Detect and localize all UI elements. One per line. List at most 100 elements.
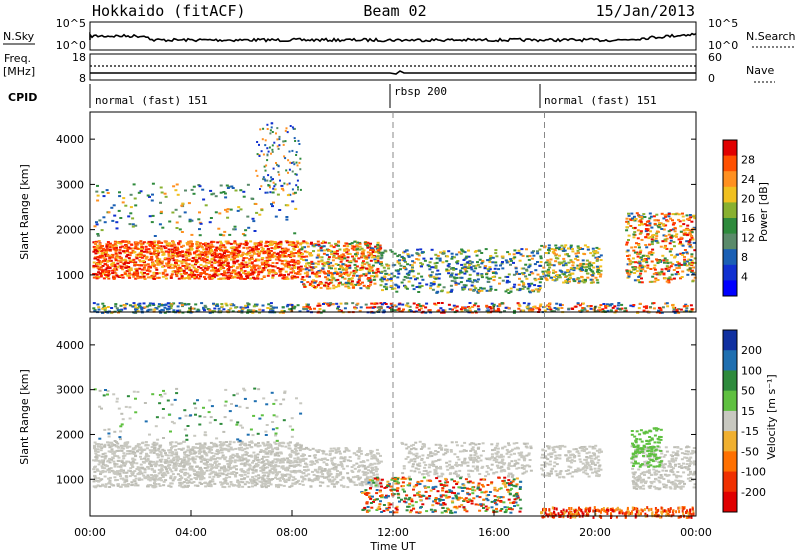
scatter-cell — [372, 278, 376, 281]
scatter-cell — [138, 267, 142, 270]
scatter-cell — [362, 284, 366, 287]
scatter-cell — [98, 219, 102, 222]
scatter-cell — [125, 443, 129, 446]
scatter-cell — [253, 303, 257, 306]
scatter-cell — [293, 272, 297, 275]
scatter-cell — [271, 269, 275, 272]
scatter-cell — [247, 486, 251, 488]
scatter-cell — [289, 475, 293, 478]
scatter-cell — [133, 470, 137, 473]
scatter-cell — [238, 244, 242, 247]
scatter-cell — [404, 285, 407, 288]
scatter-cell — [132, 447, 135, 450]
scatter-cell — [155, 258, 159, 261]
scatter-cell — [181, 258, 185, 261]
scatter-cell — [180, 262, 184, 265]
scatter-cell — [642, 305, 646, 308]
scatter-cell — [689, 304, 693, 307]
scatter-cell — [277, 241, 281, 244]
scatter-cell — [650, 260, 654, 263]
scatter-cell — [343, 249, 347, 252]
scatter-cell — [411, 266, 414, 269]
scatter-cell — [347, 277, 351, 280]
scatter-cell — [293, 137, 296, 140]
scatter-cell — [350, 247, 354, 250]
scatter-cell — [229, 307, 233, 310]
scatter-cell — [221, 447, 224, 450]
scatter-cell — [289, 268, 293, 271]
scatter-cell — [369, 283, 372, 286]
scatter-cell — [293, 266, 297, 268]
scatter-cell — [146, 242, 150, 245]
scatter-cell — [664, 267, 668, 270]
scatter-cell — [187, 254, 191, 257]
scatter-cell — [144, 248, 148, 251]
scatter-cell — [542, 272, 546, 275]
scatter-cell — [449, 274, 453, 277]
scatter-cell — [571, 248, 574, 250]
scatter-cell — [270, 203, 273, 206]
scatter-cell — [679, 263, 683, 266]
scatter-cell — [279, 460, 283, 463]
scatter-cell — [285, 218, 289, 221]
scatter-cell — [278, 138, 281, 141]
scatter-cell — [440, 302, 444, 304]
scatter-cell — [140, 243, 144, 246]
scatter-cell — [402, 267, 406, 269]
scatter-cell — [323, 249, 327, 252]
scatter-cell — [373, 282, 377, 285]
scatter-cell — [425, 302, 429, 305]
scatter-cell — [154, 483, 158, 485]
scatter-cell — [346, 249, 350, 252]
scatter-cell — [298, 458, 302, 461]
scatter-cell — [390, 287, 394, 290]
scatter-cell — [290, 450, 294, 453]
scatter-cell — [292, 241, 296, 244]
scatter-cell — [135, 257, 139, 260]
scatter-cell — [534, 288, 538, 291]
scatter-cell — [135, 462, 139, 465]
scatter-cell — [266, 274, 270, 277]
scatter-cell — [545, 252, 548, 254]
scatter-cell — [171, 479, 175, 482]
scatter-cell — [139, 253, 143, 256]
scatter-cell — [137, 191, 141, 194]
scatter-cell — [154, 465, 158, 468]
scatter-cell — [625, 241, 629, 244]
scatter-cell — [201, 188, 205, 191]
scatter-cell — [659, 309, 663, 312]
scatter-cell — [95, 223, 99, 226]
scatter-cell — [181, 255, 185, 258]
scatter-cell — [119, 217, 123, 219]
scatter-cell — [566, 270, 570, 273]
scatter-cell — [136, 275, 140, 278]
scatter-cell — [276, 163, 278, 166]
scatter-cell — [218, 212, 222, 215]
scatter-cell — [257, 461, 261, 464]
scatter-cell — [494, 288, 498, 291]
scatter-cell — [253, 230, 257, 232]
scatter-cell — [639, 219, 643, 222]
scatter-cell — [647, 257, 651, 260]
scatter-cell — [673, 234, 677, 237]
scatter-cell — [251, 266, 254, 269]
scatter-cell — [227, 450, 231, 453]
scatter-cell — [479, 286, 483, 289]
scatter-cell — [532, 254, 536, 257]
scatter-cell — [560, 304, 564, 306]
scatter-cell — [95, 244, 99, 247]
scatter-cell — [646, 228, 650, 231]
scatter-cell — [176, 193, 180, 196]
scatter-cell — [296, 262, 300, 265]
scatter-cell — [266, 307, 270, 309]
scatter-cell — [136, 274, 140, 277]
scatter-cell — [243, 306, 247, 309]
scatter-cell — [450, 257, 454, 260]
scatter-cell — [445, 268, 449, 271]
scatter-cell — [222, 244, 226, 247]
colorbar-tick: 8 — [741, 251, 748, 264]
scatter-cell — [337, 309, 341, 312]
scatter-cell — [460, 276, 464, 279]
scatter-cell — [434, 266, 438, 269]
scatter-cell — [103, 467, 107, 470]
